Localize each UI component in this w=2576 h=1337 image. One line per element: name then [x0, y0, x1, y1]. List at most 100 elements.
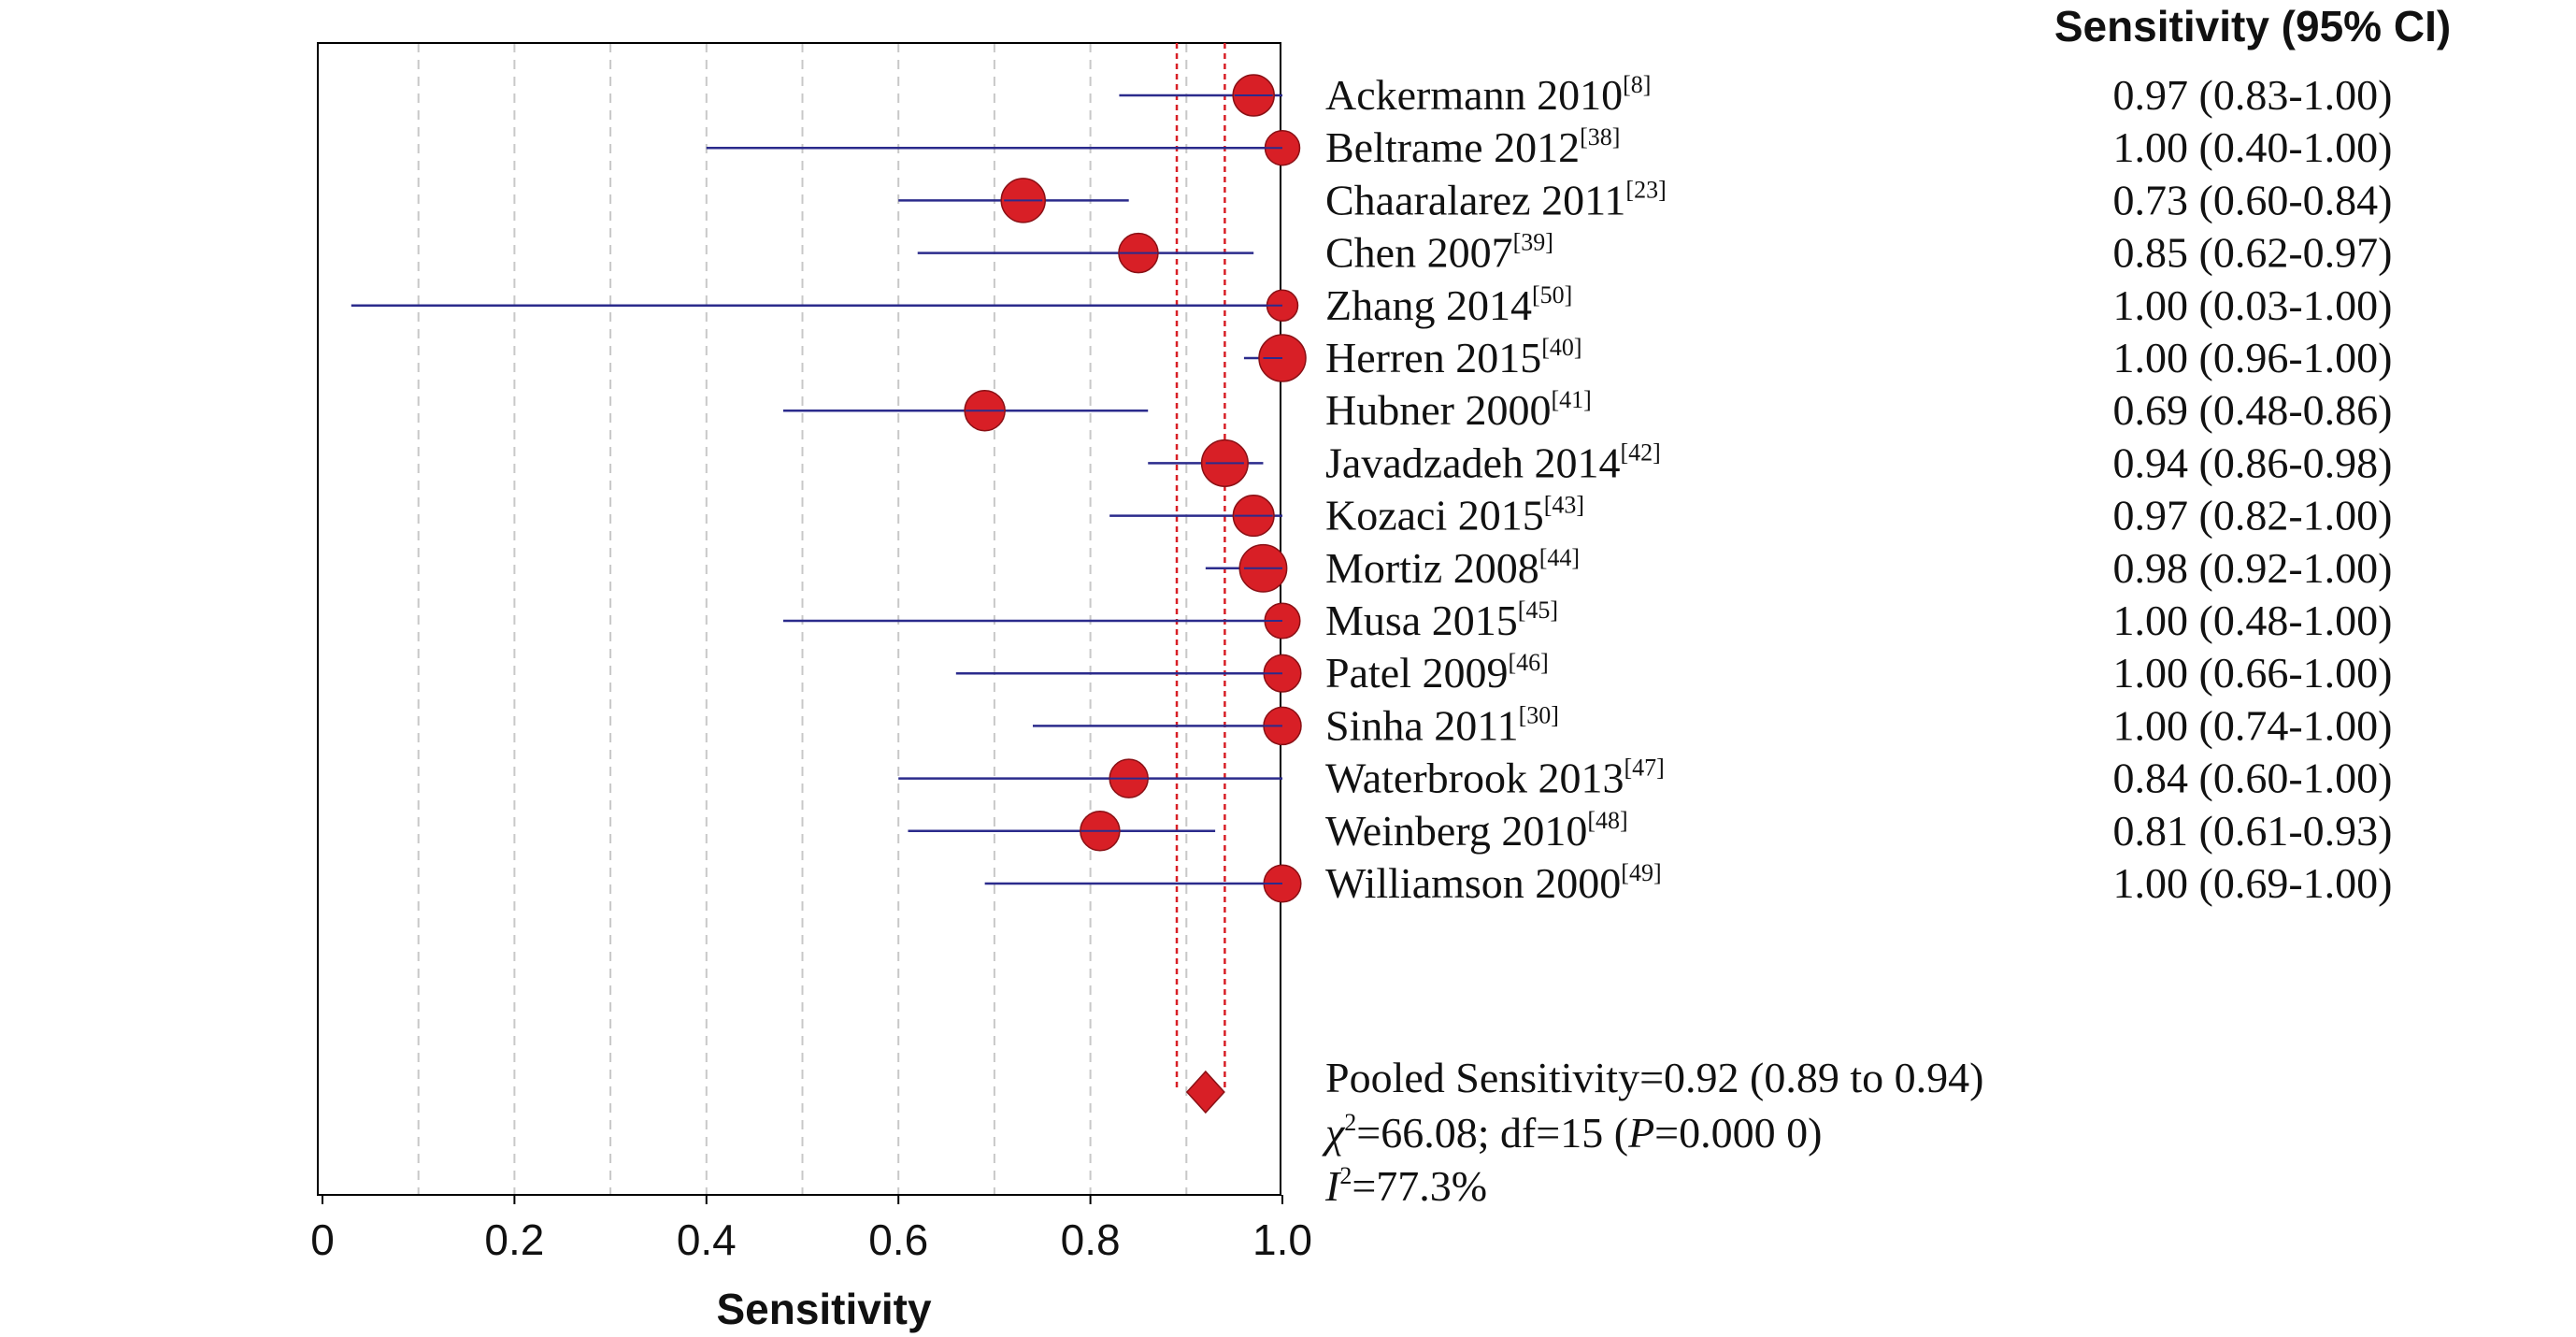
x-tick-label: 0.6 [868, 1215, 928, 1264]
study-ci-value: 0.98 (0.92-1.00) [2113, 544, 2393, 592]
study-ref: [39] [1513, 229, 1553, 256]
study-label: Sinha 2011[30] [1325, 701, 1559, 749]
study-label: Williamson 2000[49] [1325, 859, 1662, 907]
study-name: Hubner 2000 [1325, 386, 1551, 434]
study-label: Patel 2009[46] [1325, 649, 1549, 697]
study-ci-value: 0.69 (0.48-0.86) [2113, 386, 2393, 434]
study-name: Chen 2007 [1325, 229, 1513, 277]
study-labels: Ackermann 2010[8]Beltrame 2012[38] Chaara… [1325, 71, 1667, 907]
study-row [351, 289, 1299, 323]
x-tick-label: 0.8 [1061, 1215, 1121, 1264]
x-tick-label: 0.4 [677, 1215, 737, 1264]
study-name: Musa 2015 [1325, 597, 1518, 644]
study-row [1148, 438, 1264, 487]
study-label: Chen 2007[39] [1325, 229, 1553, 277]
study-ref: [38] [1580, 123, 1620, 151]
study-ref: [44] [1539, 544, 1580, 571]
study-ref: [41] [1551, 386, 1591, 413]
study-row [1243, 334, 1307, 382]
study-label: Javadzadeh 2014[42] [1325, 438, 1661, 486]
x-axis: 0 0.2 0.4 0.6 0.8 1.0 Sensitivity [310, 1195, 1312, 1333]
pooled-diamond [1185, 1070, 1225, 1114]
study-row [1109, 495, 1282, 538]
study-ci-value: 0.81 (0.61-0.93) [2113, 807, 2393, 855]
study-row [984, 864, 1302, 903]
study-ref: [8] [1623, 71, 1651, 98]
study-label: Waterbrook 2013[47] [1325, 755, 1665, 802]
study-row [1205, 543, 1288, 593]
study-row [782, 602, 1301, 640]
study-row [898, 178, 1129, 223]
i-square-text: I2=77.3% [1324, 1162, 1487, 1210]
study-name: Herren 2015 [1325, 334, 1541, 381]
study-name: Patel 2009 [1325, 649, 1508, 697]
study-row [1032, 706, 1302, 746]
chi-square-text: χ2=66.08; df=15 (P=0.000 0) [1322, 1109, 1822, 1157]
study-row [917, 232, 1254, 274]
study-label: Hubner 2000[41] [1325, 386, 1592, 434]
study-name: Weinberg 2010 [1325, 807, 1587, 855]
study-name: Javadzadeh 2014 [1325, 438, 1621, 486]
ci-column-header: Sensitivity (95% CI) [2054, 2, 2451, 50]
pooled-layer [1175, 43, 1226, 1114]
study-ci-value: 1.00 (0.69-1.00) [2113, 859, 2393, 907]
study-row [782, 389, 1149, 432]
study-ci-value: 0.85 (0.62-0.97) [2113, 229, 2393, 277]
pooled-stats: Pooled Sensitivity=0.92 (0.89 to 0.94) χ2… [1322, 1054, 1983, 1210]
study-ci-value: 1.00 (0.74-1.00) [2113, 701, 2393, 749]
study-ref: [23] [1625, 176, 1666, 203]
study-name: Waterbrook 2013 [1325, 755, 1624, 802]
study-ref: [49] [1621, 859, 1661, 886]
study-ref: [50] [1532, 281, 1572, 309]
study-row [898, 758, 1282, 798]
study-name: Mortiz 2008 [1325, 544, 1539, 592]
study-row [955, 654, 1302, 693]
study-label: Weinberg 2010[48] [1325, 807, 1628, 855]
study-name: Kozaci 2015 [1325, 492, 1544, 539]
study-row [908, 811, 1216, 852]
study-ref: [46] [1508, 649, 1548, 676]
study-ci-value: 0.94 (0.86-0.98) [2113, 438, 2393, 486]
study-name: Williamson 2000 [1325, 859, 1621, 907]
study-ci-value: 1.00 (0.66-1.00) [2113, 649, 2393, 697]
ci-column: 0.97 (0.83-1.00)1.00 (0.40-1.00) 0.73 (0.… [2054, 2, 2451, 907]
study-ref: [47] [1624, 755, 1664, 782]
study-ci-value: 1.00 (0.96-1.00) [2113, 334, 2393, 381]
x-tick-label: 1.0 [1252, 1215, 1312, 1264]
study-ci-value: 0.97 (0.83-1.00) [2113, 71, 2393, 119]
grid-layer [417, 43, 1188, 1195]
plot-frame [317, 42, 1281, 1196]
study-ci-value: 0.73 (0.60-0.84) [2113, 176, 2393, 223]
study-label: Herren 2015[40] [1325, 334, 1582, 381]
study-label: Mortiz 2008[44] [1325, 544, 1580, 592]
study-ref: [48] [1587, 807, 1627, 834]
study-label: Zhang 2014[50] [1325, 281, 1572, 329]
study-ci-value: 1.00 (0.40-1.00) [2113, 123, 2393, 171]
study-ref: [30] [1519, 701, 1559, 728]
study-ref: [45] [1518, 597, 1558, 624]
study-name: Chaaralarez 2011 [1325, 176, 1625, 223]
x-axis-label: Sensitivity [716, 1285, 932, 1333]
study-label: Chaaralarez 2011[23] [1325, 176, 1667, 223]
study-ref: [43] [1544, 492, 1584, 519]
pooled-sensitivity-text: Pooled Sensitivity=0.92 (0.89 to 0.94) [1325, 1054, 1983, 1101]
study-label: Kozaci 2015[43] [1325, 492, 1584, 539]
study-label: Musa 2015[45] [1325, 597, 1558, 644]
x-tick-label: 0.2 [484, 1215, 544, 1264]
study-ref: [40] [1541, 334, 1581, 361]
study-ci-value: 0.97 (0.82-1.00) [2113, 492, 2393, 539]
study-ref: [42] [1621, 438, 1661, 466]
study-row [706, 129, 1301, 166]
x-tick-label: 0 [310, 1215, 335, 1264]
study-name: Zhang 2014 [1325, 281, 1532, 329]
study-name: Sinha 2011 [1325, 701, 1519, 749]
study-name: Beltrame 2012 [1325, 123, 1580, 171]
study-label: Beltrame 2012[38] [1325, 123, 1620, 171]
study-ci-value: 1.00 (0.03-1.00) [2113, 281, 2393, 329]
study-row [1119, 74, 1282, 117]
study-layer [351, 74, 1307, 903]
study-label: Ackermann 2010[8] [1325, 71, 1651, 119]
study-ci-value: 0.84 (0.60-1.00) [2113, 755, 2393, 802]
study-ci-value: 1.00 (0.48-1.00) [2113, 597, 2393, 644]
